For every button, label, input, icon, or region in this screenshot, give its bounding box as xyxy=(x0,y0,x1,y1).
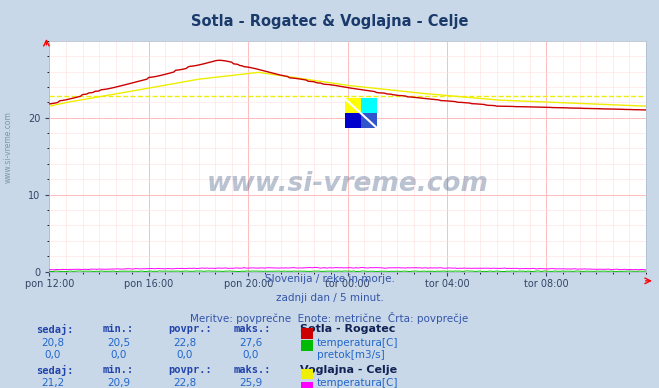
Text: Slovenija / reke in morje.: Slovenija / reke in morje. xyxy=(264,274,395,284)
Text: min.:: min.: xyxy=(102,365,133,375)
Text: 22,8: 22,8 xyxy=(173,338,196,348)
Text: 20,9: 20,9 xyxy=(107,378,130,388)
Text: povpr.:: povpr.: xyxy=(168,324,212,334)
Text: 22,8: 22,8 xyxy=(173,378,196,388)
Text: pretok[m3/s]: pretok[m3/s] xyxy=(317,350,385,360)
Text: sedaj:: sedaj: xyxy=(36,324,74,335)
Text: sedaj:: sedaj: xyxy=(36,365,74,376)
Text: 0,0: 0,0 xyxy=(243,350,258,360)
Text: www.si-vreme.com: www.si-vreme.com xyxy=(207,171,488,197)
Text: 0,0: 0,0 xyxy=(111,350,127,360)
Text: zadnji dan / 5 minut.: zadnji dan / 5 minut. xyxy=(275,293,384,303)
Text: 20,5: 20,5 xyxy=(107,338,130,348)
Text: 27,6: 27,6 xyxy=(239,338,262,348)
Text: 0,0: 0,0 xyxy=(177,350,192,360)
Text: www.si-vreme.com: www.si-vreme.com xyxy=(4,111,13,184)
Text: Sotla - Rogatec: Sotla - Rogatec xyxy=(300,324,395,334)
Text: temperatura[C]: temperatura[C] xyxy=(317,338,399,348)
Text: Meritve: povprečne  Enote: metrične  Črta: povprečje: Meritve: povprečne Enote: metrične Črta:… xyxy=(190,312,469,324)
Text: Voglajna - Celje: Voglajna - Celje xyxy=(300,365,397,375)
Text: Sotla - Rogatec & Voglajna - Celje: Sotla - Rogatec & Voglajna - Celje xyxy=(190,14,469,29)
Text: min.:: min.: xyxy=(102,324,133,334)
Text: 25,9: 25,9 xyxy=(239,378,262,388)
Text: temperatura[C]: temperatura[C] xyxy=(317,378,399,388)
Text: 0,0: 0,0 xyxy=(45,350,61,360)
Text: 21,2: 21,2 xyxy=(41,378,65,388)
Text: maks.:: maks.: xyxy=(234,324,272,334)
Text: 20,8: 20,8 xyxy=(41,338,65,348)
Text: maks.:: maks.: xyxy=(234,365,272,375)
Text: povpr.:: povpr.: xyxy=(168,365,212,375)
